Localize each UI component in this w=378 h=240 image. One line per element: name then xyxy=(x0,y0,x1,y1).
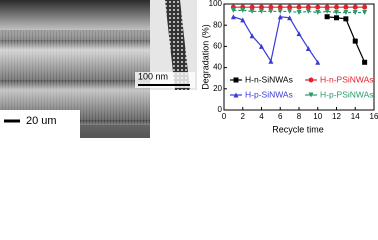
sem-scale-bg xyxy=(0,110,80,138)
marker xyxy=(352,38,358,44)
marker xyxy=(343,9,349,15)
marker xyxy=(259,43,264,49)
marker xyxy=(230,7,236,13)
sem-wires xyxy=(0,30,150,125)
marker xyxy=(287,15,293,21)
marker xyxy=(277,8,283,14)
marker xyxy=(343,4,349,10)
marker xyxy=(305,46,311,52)
marker xyxy=(315,4,321,10)
x-tick-label: 16 xyxy=(370,112,378,121)
marker xyxy=(259,4,264,10)
marker xyxy=(334,15,339,21)
marker xyxy=(268,8,274,14)
y-tick-label: 100 xyxy=(209,0,223,8)
tem-scale-label: 100 nm xyxy=(138,71,168,81)
marker xyxy=(287,4,293,10)
y-tick-label: 0 xyxy=(218,105,223,114)
sem-scale-label: 20 um xyxy=(26,115,57,127)
legend-marker xyxy=(308,77,314,83)
marker xyxy=(324,4,330,10)
marker xyxy=(315,59,321,65)
x-tick-label: 8 xyxy=(297,112,302,121)
legend-label: H-p-PSiNWAs xyxy=(320,89,374,99)
tem-wire xyxy=(165,0,190,90)
marker xyxy=(362,59,368,65)
page: 100 nm 20 um Degradation (%) Recycle tim… xyxy=(0,0,378,138)
x-tick-label: 2 xyxy=(241,112,246,121)
y-axis-label: Degradation (%) xyxy=(200,24,210,90)
marker xyxy=(230,14,236,20)
legend-label: H-n-PSiNWAs xyxy=(320,74,374,84)
marker xyxy=(249,8,255,14)
marker xyxy=(277,14,283,20)
marker xyxy=(362,4,368,10)
marker xyxy=(352,9,358,15)
x-tick-label: 4 xyxy=(259,112,264,121)
y-tick-label: 80 xyxy=(213,20,222,29)
marker xyxy=(249,33,255,39)
marker xyxy=(296,4,302,10)
x-tick-label: 0 xyxy=(222,112,227,121)
marker xyxy=(249,4,255,10)
marker xyxy=(268,4,274,10)
marker xyxy=(240,17,246,23)
legend-marker xyxy=(233,92,239,98)
x-axis-label: Recycle time xyxy=(272,124,324,134)
x-tick-label: 6 xyxy=(278,112,283,121)
marker xyxy=(287,8,293,14)
marker xyxy=(334,4,339,10)
marker xyxy=(334,9,339,15)
marker xyxy=(240,7,246,13)
marker xyxy=(259,8,264,14)
marker xyxy=(343,16,349,22)
marker xyxy=(277,4,283,10)
marker xyxy=(352,4,358,10)
legend-label: H-n-SiNWAs xyxy=(245,74,293,84)
marker xyxy=(315,9,321,15)
marker xyxy=(305,8,311,14)
marker xyxy=(324,8,330,14)
y-tick-label: 60 xyxy=(213,42,222,51)
marker xyxy=(362,9,368,15)
x-tick-label: 10 xyxy=(313,112,322,121)
legend-marker xyxy=(308,92,314,98)
marker xyxy=(324,14,330,20)
figure: 100 nm 20 um Degradation (%) Recycle tim… xyxy=(0,0,378,138)
marker xyxy=(296,31,302,37)
marker xyxy=(296,9,302,15)
legend-label: H-p-SiNWAs xyxy=(245,89,293,99)
y-tick-label: 40 xyxy=(213,63,222,72)
x-tick-label: 12 xyxy=(332,112,341,121)
x-tick-label: 14 xyxy=(351,112,360,121)
legend-marker xyxy=(233,77,239,83)
marker xyxy=(268,58,274,64)
marker xyxy=(305,4,311,10)
series-line xyxy=(233,16,319,63)
y-tick-label: 20 xyxy=(213,84,222,93)
